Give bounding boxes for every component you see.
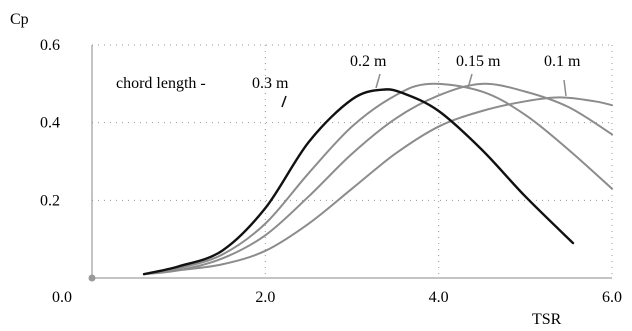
x-axis-label: TSR (532, 311, 562, 328)
series-label-0-3m-leader (281, 95, 287, 108)
y-tick-label: 0.2 (40, 192, 60, 209)
series-line-0-2-m (143, 82, 613, 276)
x-tick-label: 4.0 (429, 289, 449, 306)
series-label-0-1m: 0.1 m (544, 53, 581, 70)
y-axis-label: Cp (10, 11, 29, 28)
series-line-0-1-m (143, 96, 613, 276)
axes (91, 45, 612, 279)
series-label-0-3m: 0.3 m (252, 75, 289, 92)
series-label-0-2m-leader (375, 73, 381, 89)
origin-marker (88, 274, 96, 282)
series-label-0-15m: 0.15 m (456, 53, 501, 70)
series-label-0-2m: 0.2 m (350, 53, 387, 70)
chord-length-prefix-label: chord length - (116, 75, 206, 92)
x-tick-label: 0.0 (52, 289, 72, 306)
tick-labels: 0.2 0.4 0.6 0.0 2.0 4.0 6.0 (40, 37, 622, 306)
series-label-0-1m-leader (563, 79, 567, 97)
series-line-0-3-m (142, 88, 575, 276)
series-line-0-15-m (143, 82, 613, 276)
series-label-0-15m-leader (467, 73, 473, 89)
series-lines (142, 82, 613, 276)
x-tick-label: 2.0 (255, 289, 275, 306)
x-tick-label: 6.0 (602, 289, 622, 306)
y-tick-label: 0.6 (40, 37, 60, 54)
y-tick-label: 0.4 (40, 115, 60, 132)
